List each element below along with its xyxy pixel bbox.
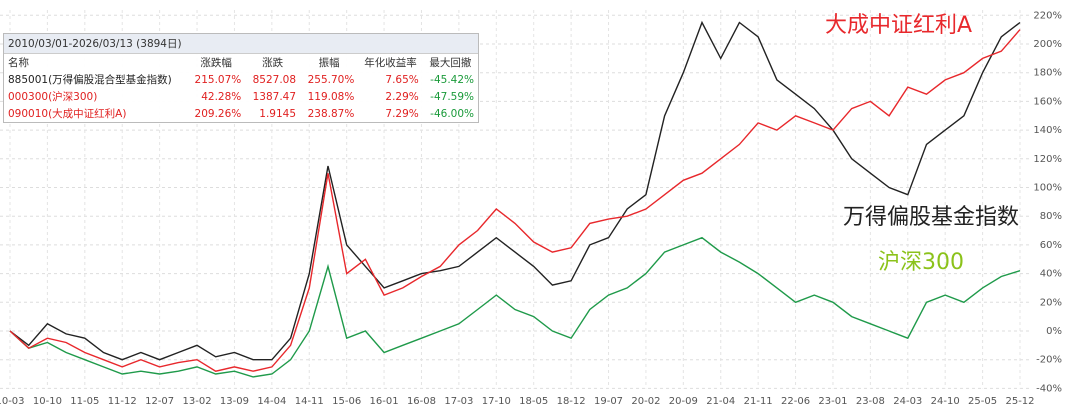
table-row: 885001(万得偏股混合型基金指数) 215.07% 8527.08 255.70%…	[4, 71, 478, 88]
x-tick-label: 16-01	[370, 396, 399, 407]
table-cell: 7.65%	[385, 73, 419, 86]
x-tick-label: 10-10	[33, 396, 62, 407]
y-tick-label: -20%	[1036, 355, 1062, 366]
x-tick-label: 12-07	[145, 396, 174, 407]
x-tick-label: 10-03	[0, 396, 25, 407]
table-cell: 000300(沪深300)	[8, 91, 98, 103]
x-tick-label: 14-04	[257, 396, 286, 407]
x-tick-label: 18-05	[519, 396, 548, 407]
table-cell: 1.9145	[259, 107, 297, 120]
x-tick-label: 19-07	[594, 396, 623, 407]
column-header: 名称	[8, 57, 29, 69]
series-line	[9, 29, 1021, 372]
y-tick-label: 120%	[1033, 154, 1062, 165]
annotation: 沪深300	[878, 250, 964, 275]
table: 名称 涨跌幅 涨跌 振幅 年化收益率 最大回撤 885001(万得偏股混合型基金指数) 215…	[4, 54, 478, 122]
x-tick-label: 21-11	[744, 396, 773, 407]
table-cell: 090010(大成中证红利A)	[8, 108, 127, 120]
y-tick-label: 20%	[1040, 297, 1062, 308]
column-header: 年化收益率	[364, 57, 417, 69]
table-cell: 42.28%	[201, 90, 242, 103]
table-cell: 255.70%	[307, 73, 355, 86]
column-header: 振幅	[318, 57, 340, 69]
table-row: 090010(大成中证红利A) 209.26% 1.9145 238.87% 7.29%…	[4, 105, 478, 122]
table-cell: 215.07%	[194, 73, 242, 86]
x-tick-label: 22-06	[781, 396, 810, 407]
x-tick-label: 20-09	[669, 396, 698, 407]
y-tick-label: -40%	[1036, 383, 1062, 394]
table-cell: 1387.47	[252, 90, 297, 103]
table-cell: -47.59%	[430, 90, 474, 103]
y-tick-label: 100%	[1033, 183, 1062, 194]
table-cell: 2.29%	[385, 90, 419, 103]
x-tick-label: 24-03	[893, 396, 922, 407]
x-tick-label: 13-09	[220, 396, 249, 407]
x-tick-label: 21-04	[706, 396, 735, 407]
x-tick-label: 18-12	[557, 396, 586, 407]
table-cell: 885001(万得偏股混合型基金指数)	[8, 74, 172, 86]
x-tick-label: 17-03	[444, 396, 473, 407]
table-cell: 119.08%	[307, 90, 355, 103]
table-cell: 238.87%	[307, 107, 355, 120]
y-tick-label: 0%	[1046, 326, 1062, 337]
series-line	[9, 236, 1021, 378]
table-cell: 8527.08	[252, 73, 297, 86]
x-tick-label: 14-11	[295, 396, 324, 407]
column-header: 最大回撤	[429, 57, 472, 69]
x-tick-label: 24-10	[931, 396, 960, 407]
y-tick-label: 40%	[1040, 269, 1062, 280]
x-tick-label: 16-08	[407, 396, 436, 407]
table-cell: -46.00%	[430, 107, 474, 120]
x-tick-label: 15-06	[332, 396, 361, 407]
series-line	[9, 20, 1021, 361]
x-tick-label: 20-02	[631, 396, 660, 407]
x-tick-label: 25-12	[1005, 396, 1034, 407]
column-header: 涨跌	[262, 57, 284, 69]
table-cell: 7.29%	[385, 107, 419, 120]
x-tick-label: 11-05	[70, 396, 99, 407]
table-cell: -45.42%	[430, 73, 474, 86]
y-tick-label: 220%	[1033, 10, 1062, 21]
x-tick-label: 25-05	[968, 396, 997, 407]
y-tick-label: 160%	[1033, 96, 1062, 107]
annotation: 万得偏股基金指数	[843, 205, 1019, 230]
stats-table: 2010/03/01-2026/03/13 (3894日) 名称 涨跌幅 涨跌 振幅 年…	[3, 33, 479, 123]
x-tick-label: 13-02	[183, 396, 212, 407]
y-tick-label: 80%	[1040, 211, 1062, 222]
table-row: 000300(沪深300) 42.28% 1387.47 119.08% 2.29% -4…	[4, 88, 478, 105]
y-tick-label: 200%	[1033, 39, 1062, 50]
table-cell: 209.26%	[194, 107, 242, 120]
x-tick-label: 23-01	[818, 396, 847, 407]
annotation: 大成中证红利A	[825, 13, 972, 38]
y-tick-label: 140%	[1033, 125, 1062, 136]
table-caption: 2010/03/01-2026/03/13 (3894日)	[4, 34, 478, 54]
x-tick-label: 11-12	[108, 396, 137, 407]
y-tick-label: 180%	[1033, 68, 1062, 79]
x-tick-label: 17-10	[482, 396, 511, 407]
y-tick-label: 60%	[1040, 240, 1062, 251]
x-tick-label: 23-08	[856, 396, 885, 407]
column-header: 涨跌幅	[200, 57, 232, 69]
